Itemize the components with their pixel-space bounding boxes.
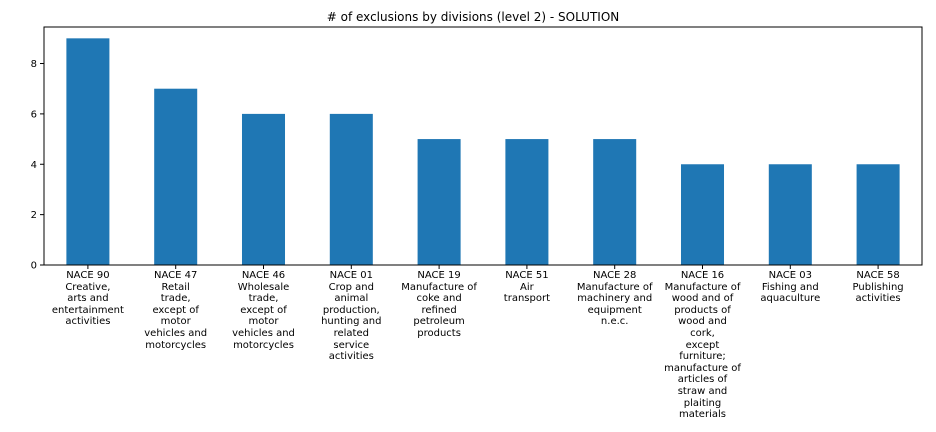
x-tick-label-8: NACE 03 Fishing and aquaculture — [760, 270, 821, 305]
y-tick-label-3: 6 — [31, 109, 37, 120]
y-tick-label-0: 0 — [31, 261, 37, 272]
bar-1 — [154, 88, 198, 265]
x-tick-label-6: NACE 28 Manufacture of machinery and equ… — [576, 270, 653, 328]
x-tick-label-5: NACE 51 Air transport — [503, 270, 550, 305]
x-tick-label-4: NACE 19 Manufacture of coke and refined … — [401, 270, 477, 339]
bar-7 — [680, 164, 725, 265]
bar-4 — [417, 139, 461, 265]
bar-5 — [505, 139, 549, 265]
x-tick-label-3: NACE 01 Crop and animal production, hunt… — [321, 270, 382, 363]
x-tick-label-2: NACE 46 Wholesale trade, except of motor… — [232, 270, 295, 351]
bar-6 — [593, 139, 637, 265]
y-tick-label-1: 2 — [31, 210, 37, 221]
bar-3 — [329, 113, 373, 265]
chart-title: # of exclusions by divisions (level 2) -… — [327, 10, 620, 24]
x-tick-label-7: NACE 16 Manufacture of wood and of produ… — [664, 270, 741, 421]
plot-area-frame — [43, 26, 923, 266]
x-tick-label-1: NACE 47 Retail trade, except of motor ve… — [144, 270, 208, 351]
bar-8 — [768, 164, 812, 265]
y-tick-label-2: 4 — [31, 160, 37, 171]
y-tick-label-4: 8 — [31, 59, 37, 70]
bar-0 — [66, 38, 110, 266]
bar-9 — [856, 164, 900, 265]
bar-2 — [241, 113, 286, 265]
x-tick-label-9: NACE 58 Publishing activities — [852, 270, 904, 305]
x-tick-label-0: NACE 90 Creative, arts and entertainment… — [51, 270, 124, 328]
